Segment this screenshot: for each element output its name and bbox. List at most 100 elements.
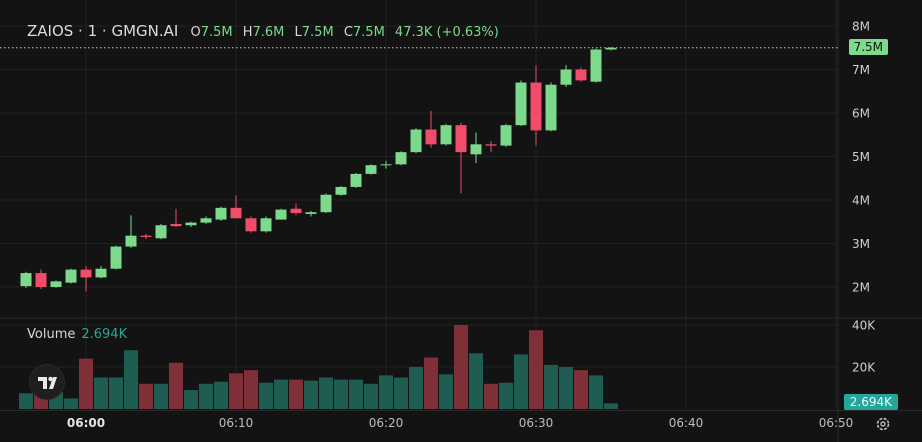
price-tick-label: 7M <box>852 63 870 77</box>
close-label: C <box>343 25 353 40</box>
candle-body <box>245 218 257 232</box>
low-value: 7.5M <box>301 25 334 40</box>
candle-body <box>50 281 62 287</box>
volume-bar <box>439 374 453 409</box>
price-tick-label: 6M <box>852 107 870 121</box>
volume-bar <box>199 383 213 409</box>
volume-bar <box>79 358 93 409</box>
volume-bar <box>589 375 603 409</box>
candle-body <box>455 125 467 153</box>
candle-body <box>80 269 92 278</box>
volume-bar <box>184 390 198 409</box>
volume-tick-label: 20K <box>852 361 876 375</box>
time-tick-label: 06:30 <box>519 416 554 430</box>
candle-body <box>545 84 557 131</box>
candle-body <box>200 218 212 223</box>
high-label: H <box>242 25 253 40</box>
candle-body <box>65 269 77 283</box>
symbol-title[interactable]: ZAIOS · 1 · GMGN.AI <box>27 22 179 40</box>
low-label: L <box>294 25 302 40</box>
volume-bar <box>394 377 408 409</box>
volume-bar <box>124 350 138 409</box>
volume-bar <box>604 403 618 409</box>
gear-icon[interactable] <box>875 416 891 432</box>
volume-label: Volume <box>27 327 76 342</box>
candle-body <box>350 173 362 187</box>
candle-body <box>95 268 107 278</box>
volume-bar <box>109 377 123 409</box>
volume-bar <box>499 382 513 409</box>
price-tick-label: 8M <box>852 20 870 34</box>
candle-body <box>590 49 602 82</box>
open-label: O <box>190 25 201 40</box>
volume-bar <box>154 383 168 409</box>
close-value: 7.5M <box>352 25 385 40</box>
candle-body <box>185 222 197 226</box>
volume-bar <box>529 330 543 409</box>
candle-body <box>320 194 332 213</box>
volume-bar <box>244 370 258 409</box>
change-value: 47.3K (+0.63%) <box>394 25 499 40</box>
volume-bar <box>469 353 483 409</box>
candle-body <box>395 152 407 165</box>
candle-body <box>440 125 452 145</box>
candle-body <box>530 82 542 131</box>
candle-body <box>230 207 242 219</box>
price-tick-label: 4M <box>852 194 870 208</box>
time-tick-label: 06:50 <box>819 416 854 430</box>
open-value: 7.5M <box>200 25 233 40</box>
time-tick-label: 06:00 <box>67 416 105 430</box>
chart-header: ZAIOS · 1 · GMGN.AI O7.5M H7.6M L7.5M C7… <box>27 22 505 40</box>
candle-body <box>290 208 302 214</box>
volume-bar <box>349 379 363 409</box>
volume-bar <box>304 380 318 409</box>
candle-body <box>170 223 182 227</box>
time-tick-label: 06:20 <box>369 416 404 430</box>
volume-bar <box>214 381 228 409</box>
time-tick-label: 06:40 <box>669 416 704 430</box>
last-volume-tag: 2.694K <box>843 394 898 410</box>
price-tick-label: 2M <box>852 281 870 295</box>
candle-body <box>110 246 122 269</box>
volume-bar <box>559 367 573 409</box>
candle-body <box>305 212 317 214</box>
tradingview-logo-icon[interactable] <box>30 365 64 399</box>
volume-bar <box>94 377 108 409</box>
volume-bar <box>484 383 498 409</box>
candle-body <box>515 82 527 126</box>
volume-bar <box>274 379 288 409</box>
volume-value: 2.694K <box>81 327 128 342</box>
volume-bar <box>379 375 393 409</box>
volume-bar <box>169 362 183 409</box>
last-price-tag: 7.5M <box>848 39 888 55</box>
candle-body <box>575 69 587 81</box>
volume-bar <box>64 398 78 409</box>
volume-bar <box>544 364 558 409</box>
volume-bar <box>409 367 423 409</box>
high-value: 7.6M <box>252 25 285 40</box>
candle-body <box>20 273 32 287</box>
candle-body <box>125 235 137 247</box>
candle-body <box>335 186 347 195</box>
candle-body <box>380 164 392 166</box>
volume-bar <box>514 354 528 409</box>
candle-body <box>35 273 47 287</box>
volume-bar <box>364 383 378 409</box>
candle-body <box>215 207 227 220</box>
candle-body <box>155 225 167 239</box>
price-tick-label: 5M <box>852 150 870 164</box>
candle-body <box>275 209 287 220</box>
candle-body <box>410 129 422 153</box>
candle-body <box>485 144 497 146</box>
candle-body <box>260 218 272 232</box>
volume-bar <box>19 393 33 409</box>
volume-bar <box>454 325 468 409</box>
volume-bar <box>139 383 153 409</box>
candle-body <box>425 129 437 145</box>
candle-body <box>140 235 152 237</box>
candle-body <box>500 125 512 146</box>
volume-bar <box>319 377 333 409</box>
volume-bar <box>259 382 273 409</box>
price-tick-label: 3M <box>852 237 870 251</box>
